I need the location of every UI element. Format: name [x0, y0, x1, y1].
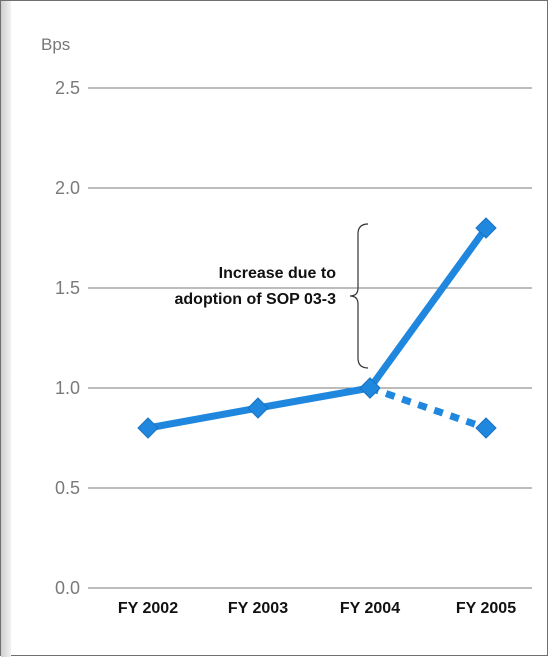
- y-tick-label: 2.5: [55, 78, 80, 98]
- data-point-marker: [475, 417, 497, 439]
- y-tick-label: 0.5: [55, 478, 80, 498]
- frame-shadow: [1, 1, 11, 657]
- data-point-marker: [359, 377, 381, 399]
- annotation-brace: [349, 223, 369, 369]
- x-tick-label: FY 2005: [456, 600, 516, 617]
- y-tick-label: 0.0: [55, 578, 80, 598]
- y-tick-label: 1.5: [55, 278, 80, 298]
- x-tick-label: FY 2003: [228, 600, 288, 617]
- data-point-marker: [475, 217, 497, 239]
- annotation-text-line: adoption of SOP 03-3: [175, 291, 337, 308]
- x-tick-label: FY 2004: [340, 600, 400, 617]
- data-point-marker: [137, 417, 159, 439]
- y-tick-label: 1.0: [55, 378, 80, 398]
- data-point-marker: [247, 397, 269, 419]
- y-axis-unit-label: Bps: [41, 35, 70, 54]
- solid-series-line: [147, 225, 489, 432]
- y-tick-label: 2.0: [55, 178, 80, 198]
- x-tick-label: FY 2002: [118, 600, 178, 617]
- dashed-series-line: [368, 384, 488, 432]
- annotation-text-line: Increase due to: [219, 265, 337, 282]
